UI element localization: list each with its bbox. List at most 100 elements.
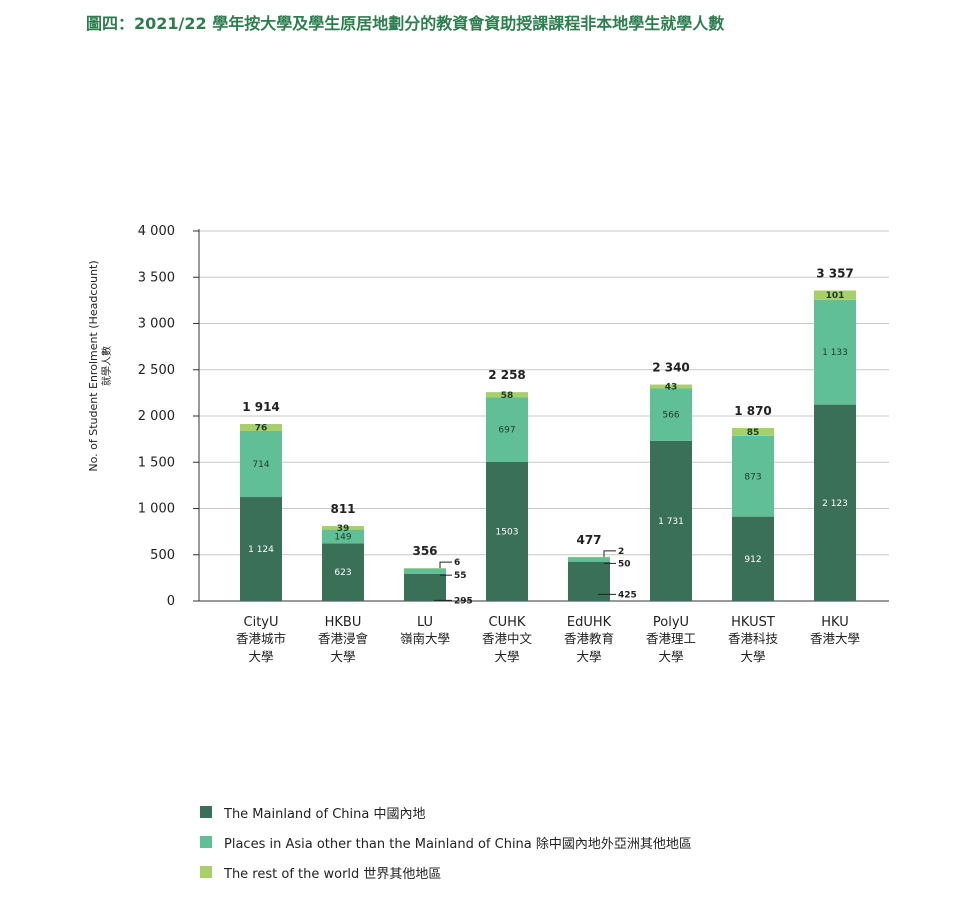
y-tick-label: 3 000 xyxy=(138,317,175,332)
x-tick-label: HKU xyxy=(821,615,848,630)
total-label: 1 870 xyxy=(734,404,772,418)
bar-segment xyxy=(322,543,364,601)
y-axis-label-zh: 就學人數 xyxy=(100,346,113,386)
bar-segment xyxy=(814,290,856,300)
x-tick-label: EdUHK xyxy=(567,615,612,630)
data-label: 425 xyxy=(618,590,637,600)
x-tick-label: CityU xyxy=(244,615,279,630)
legend: The Mainland of China 中國內地 Places in Asi… xyxy=(200,797,692,887)
stacked-bar-chart: 0 500 1 000 1 500 2 000 2 500 3 000 3 500 4 000 N… xyxy=(87,224,889,664)
x-tick-label-zh: 香港中文 xyxy=(482,631,533,646)
data-label: 43 xyxy=(665,383,678,393)
data-label: 912 xyxy=(744,555,761,565)
data-label: 697 xyxy=(498,426,515,436)
y-tick-label: 500 xyxy=(150,548,175,563)
total-label: 477 xyxy=(576,533,601,547)
data-label: 149 xyxy=(334,532,351,542)
bar-segment xyxy=(404,573,446,601)
x-tick-label-zh: 大學 xyxy=(740,649,765,664)
data-label: 55 xyxy=(454,571,467,581)
legend-label-rest: The rest of the world 世界其他地區 xyxy=(224,866,442,882)
bar-segment xyxy=(322,529,364,544)
data-label: 1 124 xyxy=(248,545,274,555)
bar-segment xyxy=(486,397,528,462)
data-label: 566 xyxy=(662,411,679,421)
total-label: 2 340 xyxy=(652,361,690,375)
bar-segment xyxy=(732,428,774,436)
data-label: 1503 xyxy=(496,527,519,537)
x-tick-label-zh: 香港科技 xyxy=(728,631,779,646)
x-tick-label-zh: 香港教育 xyxy=(564,631,614,646)
y-tick-label: 1 000 xyxy=(138,502,175,517)
chart-title: 圖四：2021/22 學年按大學及學生原居地劃分的教資會資助授課課程非本地學生就… xyxy=(86,14,725,33)
data-label: 623 xyxy=(334,568,351,578)
legend-item-asia: Places in Asia other than the Mainland o… xyxy=(200,827,692,857)
x-tick-label-zh: 嶺南大學 xyxy=(400,631,450,646)
data-label: 1 133 xyxy=(822,348,848,358)
legend-label-asia: Places in Asia other than the Mainland o… xyxy=(224,836,692,852)
bar-segment xyxy=(322,525,364,530)
x-tick-label-zh: 大學 xyxy=(330,649,355,664)
bar-segment xyxy=(404,568,446,574)
bar-segment xyxy=(404,568,446,569)
data-label: 85 xyxy=(747,428,760,438)
bar-segment xyxy=(732,516,774,601)
callout-line xyxy=(439,561,452,569)
bar-segment xyxy=(650,440,692,601)
y-tick-label: 3 500 xyxy=(138,270,175,285)
x-tick-label-zh: 香港浸會 xyxy=(318,631,369,646)
x-tick-label: LU xyxy=(417,615,433,630)
total-label: 811 xyxy=(330,502,355,516)
legend-label-mainland: The Mainland of China 中國內地 xyxy=(224,806,426,822)
x-tick-label: PolyU xyxy=(653,615,689,630)
bar-segment xyxy=(650,384,692,389)
bar-segment xyxy=(650,388,692,441)
data-label: 873 xyxy=(744,472,761,482)
x-tick-label: HKBU xyxy=(325,615,362,630)
data-label: 2 xyxy=(618,547,624,557)
legend-item-mainland: The Mainland of China 中國內地 xyxy=(200,797,692,827)
x-tick-label: HKUST xyxy=(731,615,775,630)
x-tick-label-zh: 香港理工 xyxy=(646,631,696,646)
legend-swatch-rest xyxy=(200,866,212,878)
y-tick-label: 4 000 xyxy=(138,224,175,239)
total-label: 2 258 xyxy=(488,368,526,382)
x-tick-label-zh: 大學 xyxy=(494,649,519,664)
bar-segment xyxy=(568,556,610,558)
bar-segment xyxy=(732,435,774,517)
legend-swatch-asia xyxy=(200,836,212,848)
data-label: 2 123 xyxy=(822,499,848,509)
total-label: 1 914 xyxy=(242,400,280,414)
data-label: 50 xyxy=(618,559,631,569)
data-label: 101 xyxy=(826,291,845,301)
data-label: 6 xyxy=(454,558,460,568)
x-tick-label-zh: 香港城市 xyxy=(236,631,286,646)
x-tick-label-zh: 大學 xyxy=(658,649,683,664)
bar-segment xyxy=(568,557,610,562)
y-tick-label: 1 500 xyxy=(138,455,175,470)
x-tick-label: CUHK xyxy=(489,615,526,630)
data-label: 39 xyxy=(337,524,350,534)
y-axis-label: No. of Student Enrolment (Headcount) xyxy=(87,260,100,471)
bar-segment xyxy=(240,430,282,498)
bar-segment xyxy=(814,299,856,405)
bar-segment xyxy=(240,423,282,431)
data-label: 58 xyxy=(501,391,514,401)
bar-segment xyxy=(568,561,610,601)
bar-segment xyxy=(486,392,528,398)
bar-segment xyxy=(814,404,856,601)
data-label: 714 xyxy=(252,460,269,470)
callout-line xyxy=(603,550,616,557)
y-tick-label: 2 000 xyxy=(138,409,175,424)
bar-segment xyxy=(240,497,282,601)
x-tick-label-zh: 大學 xyxy=(248,649,273,664)
data-label: 1 731 xyxy=(658,517,684,527)
total-label: 3 357 xyxy=(816,266,854,280)
bar-segment xyxy=(486,461,528,601)
x-tick-label-zh: 大學 xyxy=(576,649,601,664)
y-tick-label: 0 xyxy=(167,594,175,609)
y-tick-label: 2 500 xyxy=(138,363,175,378)
data-label: 295 xyxy=(454,596,473,606)
legend-swatch-mainland xyxy=(200,806,212,818)
total-label: 356 xyxy=(412,544,437,558)
